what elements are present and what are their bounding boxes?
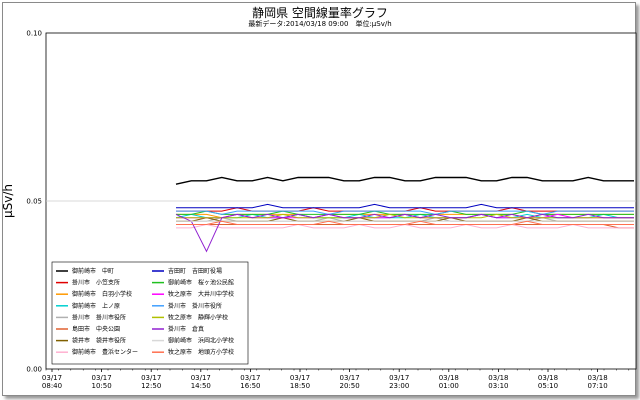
legend-entry: 御前崎市 豊浜センター [72, 348, 138, 356]
x-tick-time: 05:10 [538, 382, 558, 390]
legend-entry: 御前崎市 白羽小学校 [72, 290, 132, 298]
legend-entry: 掛川市 倉真 [168, 325, 204, 333]
x-tick-time: 07:10 [588, 382, 608, 390]
legend-entry: 島田市 中央公園 [72, 325, 120, 333]
legend-entry: 御前崎市 浜岡北小学校 [168, 337, 234, 345]
x-tick-date: 03/18 [538, 374, 558, 382]
x-tick-time: 03:10 [488, 382, 508, 390]
y-tick-label: 0.10 [26, 30, 42, 38]
x-tick-time: 20:50 [340, 382, 360, 390]
series-line [176, 220, 634, 225]
x-tick-date: 03/18 [488, 374, 508, 382]
x-tick-date: 03/17 [141, 374, 161, 382]
y-tick-label: 0.05 [26, 198, 42, 206]
x-tick-date: 03/17 [389, 374, 409, 382]
x-tick-date: 03/17 [92, 374, 112, 382]
chart-subtitle: 最新データ:2014/03/18 09:00 単位:μSv/h [248, 20, 392, 28]
x-tick-time: 08:40 [42, 382, 62, 390]
x-tick-date: 03/18 [588, 374, 608, 382]
series-line [176, 203, 634, 209]
x-tick-time: 18:50 [290, 382, 310, 390]
legend-entry: 掛川市 小笠支所 [72, 279, 120, 287]
x-tick-date: 03/17 [240, 374, 260, 382]
legend-entry: 御前崎市 桜ヶ池公民館 [168, 279, 234, 287]
x-tick-date: 03/17 [42, 374, 62, 382]
legend-box [51, 261, 249, 365]
x-tick-time: 12:50 [141, 382, 161, 390]
x-tick-time: 16:50 [240, 382, 260, 390]
x-tick-time: 01:00 [439, 382, 459, 390]
x-tick-date: 03/17 [290, 374, 310, 382]
x-tick-date: 03/17 [191, 374, 211, 382]
series-line [176, 210, 634, 215]
legend-entry: 御前崎市 上ノ原 [72, 302, 120, 310]
x-tick-time: 23:00 [389, 382, 409, 390]
x-tick-date: 03/17 [340, 374, 360, 382]
y-tick-label: 0.00 [26, 366, 42, 374]
legend-entry: 掛川市 掛川市役所 [72, 313, 126, 321]
x-tick-time: 10:50 [92, 382, 112, 390]
y-axis-label: μSv/h [1, 184, 15, 218]
legend-entry: 牧之原市 静輝小学校 [168, 313, 228, 321]
legend-entry: 吉田町 吉田町役場 [168, 267, 222, 275]
x-tick-date: 03/18 [439, 374, 459, 382]
x-tick-time: 14:50 [191, 382, 211, 390]
series-line [175, 176, 634, 185]
chart-title: 静岡県 空間線量率グラフ [252, 6, 388, 20]
legend-entry: 牧之原市 大井川中学校 [168, 290, 234, 298]
legend-entry: 牧之原市 地頭方小学校 [168, 348, 234, 356]
series-line [175, 213, 634, 253]
legend-entry: 掛川市 掛川市役所 [168, 302, 222, 310]
legend-entry: 御前崎市 中町 [72, 267, 114, 275]
legend-entry: 袋井市 袋井市役所 [72, 337, 126, 345]
